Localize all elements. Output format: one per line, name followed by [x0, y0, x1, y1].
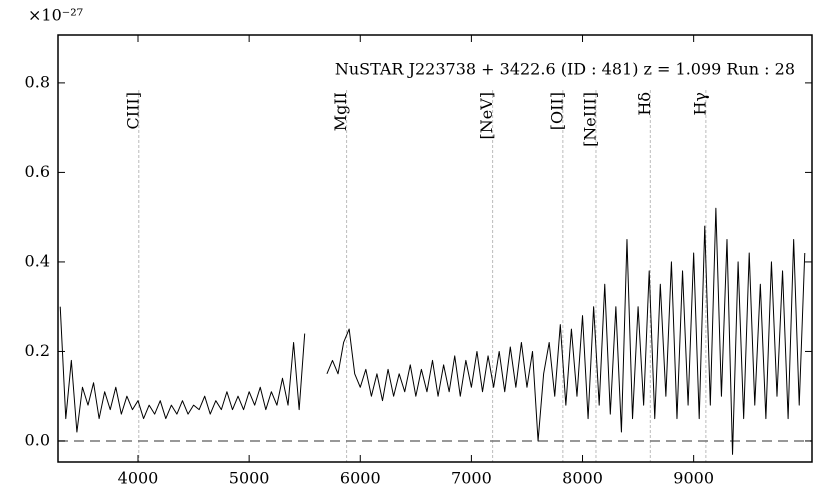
spectrum-line — [59, 207, 806, 455]
x-tick-label: 6000 — [340, 469, 381, 488]
emission-line-label: MgII — [331, 92, 350, 131]
emission-line-label: CIII] — [123, 92, 142, 129]
y-tick-label: 0.0 — [25, 430, 50, 449]
x-tick-label: 9000 — [673, 469, 714, 488]
x-tick-label: 8000 — [562, 469, 603, 488]
y-tick-label: 0.8 — [25, 72, 50, 91]
x-tick-label: 7000 — [451, 469, 492, 488]
plot-frame — [57, 34, 813, 463]
x-tick-label: 5000 — [229, 469, 270, 488]
y-scale-label: ×10⁻²⁷ — [28, 6, 83, 25]
y-tick-label: 0.6 — [25, 162, 50, 181]
emission-line-label: [NeIII] — [580, 92, 599, 147]
emission-line-label: [NeV] — [477, 92, 496, 140]
chart-title: NuSTAR J223738 + 3422.6 (ID : 481) z = 1… — [335, 60, 795, 79]
emission-line-label: Hγ — [690, 92, 709, 116]
emission-line-label: Hδ — [635, 92, 654, 116]
y-tick-label: 0.2 — [25, 341, 50, 360]
y-tick-label: 0.4 — [25, 251, 50, 270]
emission-line-label: [OII] — [547, 92, 566, 130]
x-tick-label: 4000 — [118, 469, 159, 488]
